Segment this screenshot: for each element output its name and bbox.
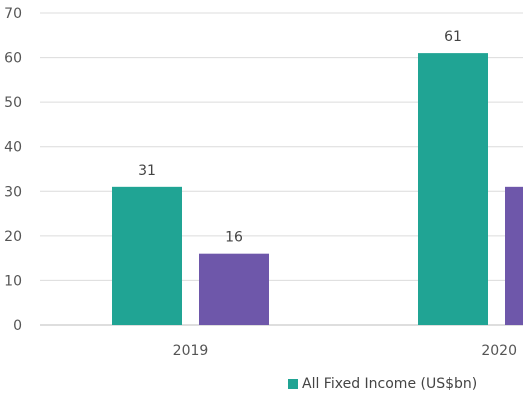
bar <box>418 53 488 325</box>
y-tick-label: 30 <box>4 184 22 200</box>
x-tick-label: 2020 <box>481 343 517 359</box>
data-label: 61 <box>444 29 462 45</box>
y-tick-label: 10 <box>4 273 22 289</box>
y-tick-label: 70 <box>4 6 22 22</box>
bar <box>199 253 269 325</box>
y-tick-label: 20 <box>4 229 22 245</box>
legend-label: All Fixed Income (US$bn) <box>302 376 478 392</box>
y-tick-label: 0 <box>13 318 22 334</box>
data-labels: 31 16 61 <box>138 29 462 246</box>
bar <box>505 186 523 325</box>
data-label: 31 <box>138 163 156 179</box>
x-tick-label: 2019 <box>173 343 209 359</box>
y-tick-label: 60 <box>4 51 22 67</box>
y-axis: 0 10 20 30 40 50 60 70 <box>4 6 22 334</box>
bars <box>112 53 523 325</box>
data-label: 16 <box>225 230 243 246</box>
legend: All Fixed Income (US$bn) <box>288 376 477 392</box>
x-axis: 2019 2020 <box>173 343 517 359</box>
legend-swatch <box>288 379 298 389</box>
bar <box>112 186 182 325</box>
y-tick-label: 50 <box>4 95 22 111</box>
y-tick-label: 40 <box>4 140 22 156</box>
